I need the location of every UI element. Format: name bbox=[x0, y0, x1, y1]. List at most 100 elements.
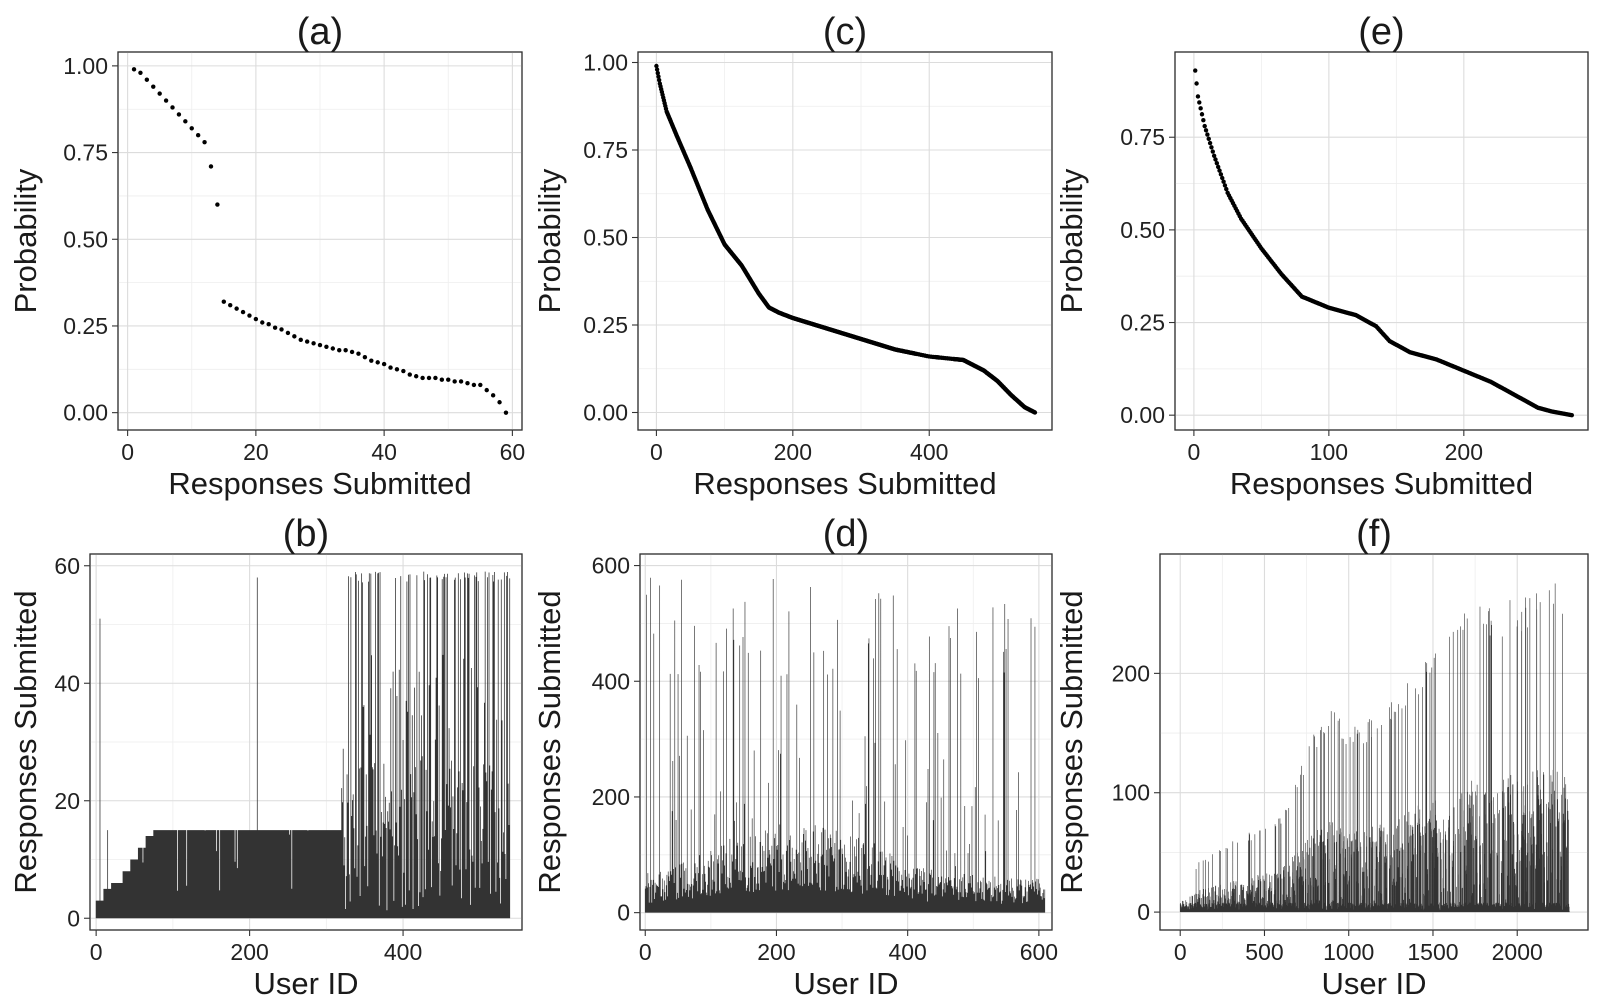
data-marks bbox=[131, 67, 509, 415]
panel-a: 0 20 40 60 0.00 0.25 0.50 0.75 1.00 (a) Responses … bbox=[8, 11, 525, 501]
x-tick-label: 0 bbox=[121, 439, 134, 465]
panel-title: (a) bbox=[297, 11, 343, 53]
panel-b: 0 200 400 0 20 40 60 (b) User ID Responses Submit… bbox=[8, 513, 523, 1000]
x-axis-title: User ID bbox=[793, 966, 898, 1000]
data-point bbox=[1202, 123, 1207, 129]
data-marks bbox=[1179, 583, 1570, 913]
data-point bbox=[433, 375, 438, 381]
data-point bbox=[503, 410, 509, 415]
x-axis-title: Responses Submitted bbox=[693, 466, 996, 501]
data-point bbox=[1214, 160, 1220, 166]
data-point bbox=[1203, 128, 1209, 133]
data-point bbox=[304, 339, 310, 344]
data-point bbox=[1199, 112, 1205, 117]
data-point bbox=[1195, 94, 1201, 99]
data-point bbox=[484, 387, 489, 393]
data-point bbox=[401, 368, 406, 374]
data-point bbox=[337, 348, 342, 353]
data-marks bbox=[95, 571, 511, 919]
plot-frame bbox=[639, 553, 1053, 931]
data-point bbox=[426, 375, 432, 381]
y-tick-label: 200 bbox=[1112, 660, 1150, 686]
data-point bbox=[1207, 140, 1213, 146]
data-point bbox=[298, 337, 303, 343]
data-point bbox=[176, 112, 182, 117]
data-point bbox=[356, 351, 361, 356]
x-tick-label: 200 bbox=[1445, 439, 1483, 465]
x-tick-label: 0 bbox=[1174, 939, 1187, 965]
plot-area bbox=[637, 51, 1053, 431]
data-point bbox=[1198, 106, 1203, 111]
data-point bbox=[655, 70, 660, 76]
y-tick-label: 0.00 bbox=[583, 400, 628, 426]
data-point bbox=[311, 341, 316, 346]
bar-series bbox=[95, 571, 511, 919]
panel-title: (e) bbox=[1358, 11, 1404, 53]
data-point bbox=[458, 379, 464, 384]
data-point bbox=[654, 67, 660, 72]
x-tick-label: 60 bbox=[500, 439, 526, 465]
data-point bbox=[260, 320, 265, 325]
data-point bbox=[362, 354, 368, 360]
data-point bbox=[1215, 164, 1221, 170]
y-tick-label: 0.75 bbox=[583, 137, 628, 163]
data-point bbox=[1032, 410, 1038, 415]
data-point bbox=[656, 77, 662, 83]
plot-area bbox=[1174, 51, 1589, 431]
data-point bbox=[490, 393, 496, 398]
data-point bbox=[420, 375, 425, 381]
y-tick-label: 0.50 bbox=[63, 226, 108, 252]
data-point bbox=[369, 358, 374, 363]
data-point bbox=[195, 133, 201, 138]
data-point bbox=[317, 342, 323, 348]
data-point bbox=[1197, 100, 1202, 105]
data-point bbox=[452, 379, 457, 384]
data-point bbox=[228, 302, 233, 308]
data-point bbox=[1213, 157, 1218, 162]
y-tick-label: 40 bbox=[54, 670, 80, 696]
data-point bbox=[144, 77, 150, 82]
y-axis-title: Responses Submitted bbox=[8, 590, 43, 893]
y-tick-label: 1.00 bbox=[583, 50, 628, 76]
plot-frame bbox=[1174, 51, 1589, 431]
x-tick-label: 40 bbox=[371, 439, 397, 465]
y-tick-label: 600 bbox=[592, 553, 630, 579]
x-tick-label: 0 bbox=[639, 939, 652, 965]
data-point bbox=[292, 334, 297, 339]
data-point bbox=[215, 202, 220, 207]
panel-d: 0 200 400 600 0 200 400 600 (d) User ID Responses … bbox=[532, 513, 1058, 1000]
data-point bbox=[349, 349, 355, 355]
data-point bbox=[394, 367, 400, 372]
data-point bbox=[221, 299, 227, 304]
data-point bbox=[1209, 145, 1214, 150]
x-tick-label: 500 bbox=[1245, 939, 1283, 965]
y-tick-label: 0.75 bbox=[63, 140, 108, 166]
bar-series bbox=[644, 577, 1046, 913]
plot-frame bbox=[117, 51, 523, 431]
data-point bbox=[1193, 68, 1198, 73]
data-point bbox=[1220, 175, 1225, 181]
data-point bbox=[266, 322, 271, 327]
x-tick-label: 1500 bbox=[1407, 939, 1458, 965]
data-point bbox=[240, 309, 246, 315]
data-point bbox=[1217, 168, 1222, 173]
panel-f: 0 500 1000 1500 2000 0 100 200 (f) User ID Respons… bbox=[1054, 513, 1589, 1000]
data-point bbox=[407, 372, 412, 377]
y-tick-label: 1.00 bbox=[63, 53, 108, 79]
data-point bbox=[343, 348, 348, 353]
data-point bbox=[381, 361, 387, 367]
y-tick-label: 0.25 bbox=[63, 313, 108, 339]
y-axis-title: Responses Submitted bbox=[1054, 590, 1089, 893]
x-tick-label: 2000 bbox=[1492, 939, 1543, 965]
x-tick-label: 0 bbox=[650, 439, 663, 465]
data-point bbox=[170, 105, 175, 110]
data-point bbox=[157, 91, 162, 96]
y-tick-label: 0 bbox=[617, 900, 630, 926]
y-tick-label: 0.50 bbox=[1120, 217, 1165, 243]
data-point bbox=[208, 164, 214, 169]
data-marks bbox=[654, 63, 1038, 415]
data-point bbox=[1210, 149, 1215, 154]
x-axis-title: User ID bbox=[253, 966, 358, 1000]
data-point bbox=[253, 316, 259, 322]
x-tick-label: 600 bbox=[1020, 939, 1058, 965]
